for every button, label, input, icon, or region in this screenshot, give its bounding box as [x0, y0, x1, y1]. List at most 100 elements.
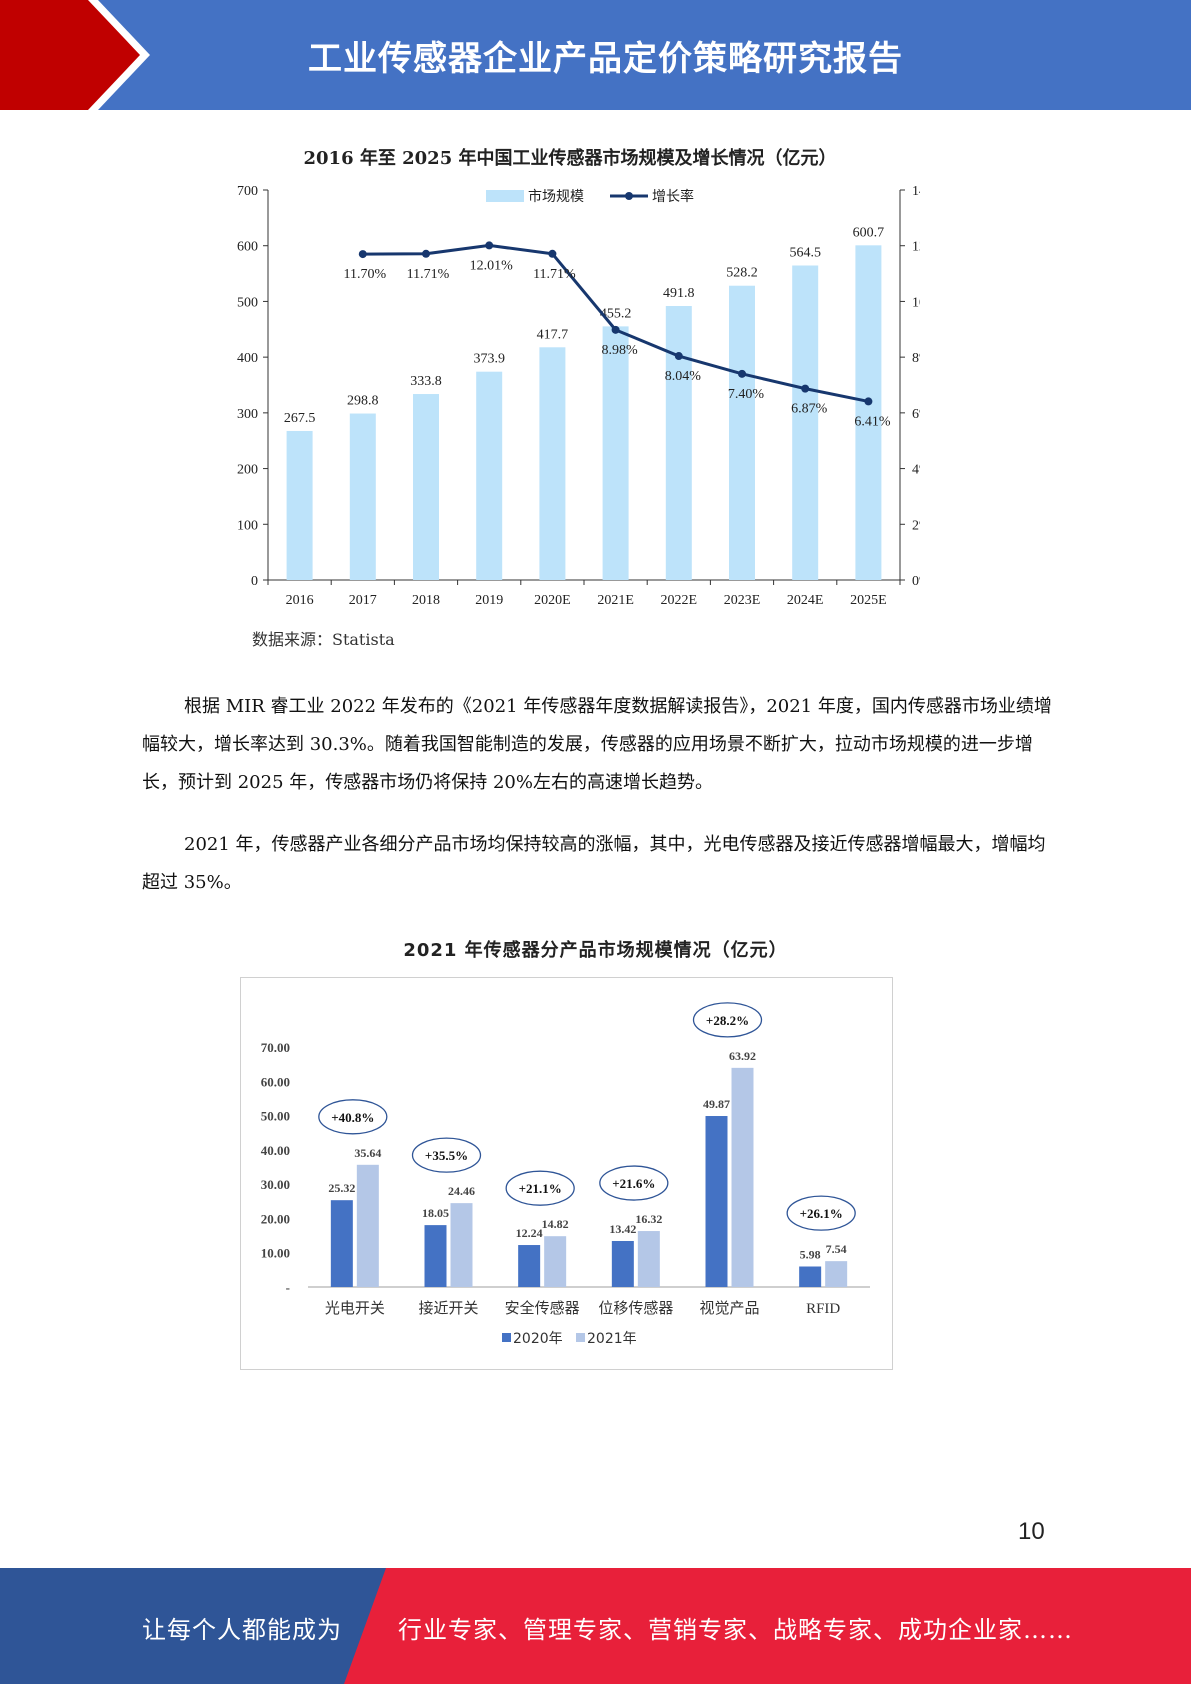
chart2-frame: [240, 977, 893, 1370]
growth-annotation-label: +26.1%: [800, 1206, 843, 1221]
legend-swatch-2020: [502, 1333, 511, 1342]
bar-2021: [356, 1164, 379, 1287]
legend-swatch-2021: [576, 1333, 585, 1342]
legend-label-market-size: 市场规模: [528, 188, 584, 205]
y-tick-label-left: 300: [237, 407, 258, 422]
bar-data-label: 298.8: [347, 394, 379, 409]
chart1-title: 2016 年至 2025 年中国工业传感器市场规模及增长情况（亿元）: [304, 147, 837, 169]
bar-market-size: [792, 265, 819, 580]
bar-market-size: [413, 394, 439, 580]
growth-annotation-label: +21.6%: [612, 1176, 655, 1191]
footer-slogan-right: 行业专家、管理专家、营销专家、战略专家、成功企业家……: [398, 1616, 1073, 1644]
legend-swatch-market-size: [486, 190, 524, 202]
bar-data-label-2020: 49.87: [703, 1097, 730, 1111]
growth-rate-point: [485, 241, 494, 250]
bar-data-label-2021: 35.64: [354, 1146, 381, 1160]
bar-market-size: [855, 245, 882, 580]
bar-data-label-2021: 14.82: [542, 1217, 569, 1231]
y-tick-label-right: 4%: [912, 463, 920, 478]
y-tick-label-left: 700: [237, 184, 258, 199]
bar-data-label: 333.8: [410, 374, 442, 389]
bar-data-label: 417.7: [537, 327, 569, 342]
growth-rate-label: 6.41%: [854, 414, 891, 429]
bar-market-size: [349, 413, 376, 580]
growth-annotation-label: +28.2%: [706, 1013, 749, 1028]
bar-data-label-2020: 5.98: [800, 1247, 821, 1261]
footer-slogan-left: 让每个人都能成为: [142, 1616, 342, 1644]
bar-data-label: 564.5: [789, 245, 821, 260]
bar-2020: [330, 1200, 353, 1287]
growth-rate-point: [801, 384, 810, 393]
y-tick-label: 20.00: [261, 1211, 290, 1226]
growth-annotation-ellipse: [599, 1165, 669, 1201]
y-tick-label-left: 400: [237, 351, 258, 366]
growth-annotation-ellipse: [318, 1099, 388, 1135]
growth-rate-point: [358, 250, 367, 259]
product-chart-title: 2021 年传感器分产品市场规模情况（亿元）: [403, 940, 788, 961]
growth-annotation-ellipse: [786, 1195, 856, 1231]
footer-blue-band: [0, 1568, 386, 1684]
x-tick-label: RFID: [806, 1301, 840, 1317]
growth-rate-label: 6.87%: [791, 402, 828, 417]
bar-data-label-2021: 16.32: [635, 1212, 662, 1226]
y-tick-label-right: 12%: [912, 240, 920, 255]
bar-data-label-2020: 12.24: [516, 1226, 543, 1240]
y-tick-label-left: 0: [251, 574, 258, 589]
growth-rate-label: 11.71%: [407, 267, 450, 282]
bar-2021: [637, 1231, 660, 1287]
growth-annotation-ellipse: [505, 1170, 575, 1206]
growth-annotation-label: +40.8%: [331, 1110, 374, 1125]
y-tick-label: 70.00: [261, 1040, 290, 1055]
bar-data-label: 600.7: [853, 225, 885, 240]
bar-data-label: 267.5: [284, 411, 316, 426]
growth-rate-label: 11.70%: [343, 267, 386, 282]
y-tick-label-right: 8%: [912, 351, 920, 366]
x-tick-label: 光电开关: [325, 1299, 385, 1317]
y-tick-label: 50.00: [261, 1109, 290, 1124]
y-tick-label: 10.00: [261, 1246, 290, 1261]
y-tick-label-right: 10%: [912, 295, 920, 310]
bar-2020: [705, 1116, 728, 1287]
y-tick-label-right: 0%: [912, 574, 920, 589]
growth-rate-label: 8.04%: [665, 369, 702, 384]
page-number: 10: [1018, 1518, 1045, 1545]
x-tick-label: 2024E: [787, 593, 824, 608]
growth-rate-label: 12.01%: [470, 258, 514, 273]
y-tick-label-left: 600: [237, 240, 258, 255]
x-tick-label: 2025E: [850, 593, 887, 608]
body-paragraph-1: 根据 MIR 睿工业 2022 年发布的《2021 年传感器年度数据解读报告》，…: [142, 696, 1052, 793]
growth-rate-label: 11.71%: [533, 267, 576, 282]
x-tick-label: 2021E: [597, 593, 634, 608]
growth-rate-point: [674, 352, 683, 361]
y-tick-label-left: 100: [237, 518, 258, 533]
growth-rate-point: [738, 369, 746, 378]
x-tick-label: 2019: [475, 593, 503, 608]
legend-label-2021: 2021年: [587, 1331, 637, 1347]
bar-2021: [825, 1261, 848, 1287]
bar-market-size: [602, 326, 629, 580]
x-tick-label: 视觉产品: [699, 1299, 759, 1317]
growth-rate-point: [548, 249, 557, 258]
legend-marker-growth-rate: [625, 192, 633, 200]
growth-annotation-label: +21.1%: [519, 1181, 562, 1196]
y-tick-label-right: 6%: [912, 407, 920, 422]
x-tick-label: 2023E: [724, 593, 761, 608]
bar-data-label: 455.2: [600, 306, 632, 321]
y-tick-label: 60.00: [261, 1074, 290, 1089]
bar-data-label: 528.2: [726, 266, 758, 281]
bar-data-label-2021: 24.46: [448, 1184, 475, 1198]
bar-market-size: [665, 305, 692, 580]
y-tick-label-left: 200: [237, 463, 258, 478]
bar-market-size: [729, 285, 755, 580]
y-tick-label-right: 2%: [912, 518, 920, 533]
bar-market-size: [539, 347, 566, 580]
product-market-chart: - 10.00 20.00 30.00 40.00 50.00 60.00 70.00 25.3…: [240, 977, 893, 1370]
header-blue-band: [0, 0, 1191, 110]
bar-data-label-2021: 7.54: [826, 1242, 847, 1256]
y-tick-label-right: 14%: [912, 184, 920, 199]
bar-2020: [799, 1266, 822, 1287]
growth-rate-label: 8.98%: [602, 343, 639, 358]
x-tick-label: 2018: [412, 593, 440, 608]
growth-rate-point: [864, 397, 873, 406]
bar-2021: [544, 1236, 567, 1287]
